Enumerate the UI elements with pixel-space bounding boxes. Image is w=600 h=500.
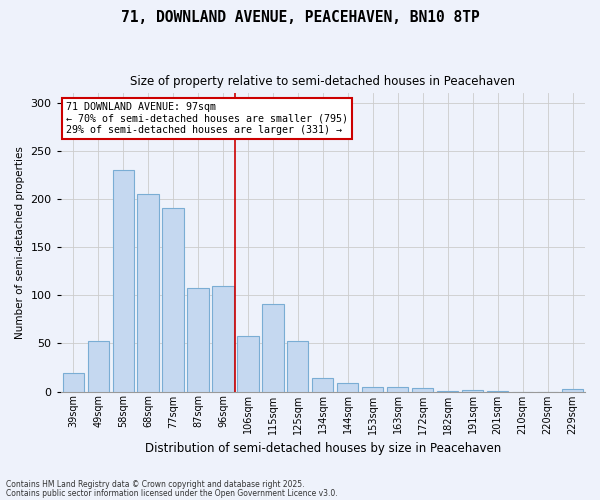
Bar (487, 390, 508, 392)
Bar (362, 386, 383, 392)
Bar (462, 390, 483, 392)
Bar (387, 386, 409, 392)
Text: Contains public sector information licensed under the Open Government Licence v3: Contains public sector information licen… (6, 490, 338, 498)
X-axis label: Distribution of semi-detached houses by size in Peacehaven: Distribution of semi-detached houses by … (145, 442, 501, 455)
Bar (238, 336, 259, 392)
Bar (287, 342, 308, 392)
Bar (337, 383, 358, 392)
Bar (163, 208, 184, 392)
Bar (88, 342, 109, 392)
Text: Contains HM Land Registry data © Crown copyright and database right 2025.: Contains HM Land Registry data © Crown c… (6, 480, 305, 489)
Bar (187, 288, 209, 392)
Bar (113, 170, 134, 392)
Bar (312, 378, 334, 392)
Bar (212, 286, 233, 392)
Text: 71 DOWNLAND AVENUE: 97sqm
← 70% of semi-detached houses are smaller (795)
29% of: 71 DOWNLAND AVENUE: 97sqm ← 70% of semi-… (66, 102, 348, 136)
Bar (437, 390, 458, 392)
Bar (262, 304, 284, 392)
Text: 71, DOWNLAND AVENUE, PEACEHAVEN, BN10 8TP: 71, DOWNLAND AVENUE, PEACEHAVEN, BN10 8T… (121, 10, 479, 25)
Bar (562, 388, 583, 392)
Bar (137, 194, 159, 392)
Bar (412, 388, 433, 392)
Y-axis label: Number of semi-detached properties: Number of semi-detached properties (15, 146, 25, 339)
Bar (62, 373, 84, 392)
Title: Size of property relative to semi-detached houses in Peacehaven: Size of property relative to semi-detach… (130, 75, 515, 88)
